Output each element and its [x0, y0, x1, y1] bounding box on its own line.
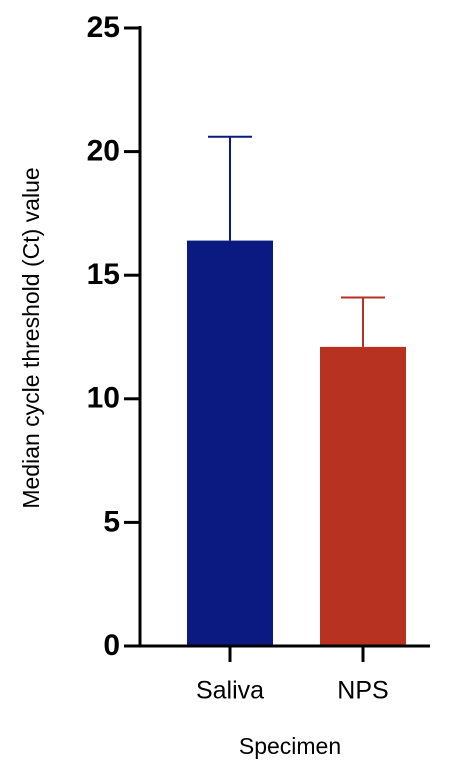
x-tick-label: Saliva — [196, 677, 264, 705]
y-tick-label: 25 — [87, 11, 120, 44]
y-tick-label: 5 — [103, 505, 120, 538]
y-tick-label: 15 — [87, 258, 120, 291]
y-axis-label: Median cycle threshold (Ct) value — [18, 167, 44, 508]
x-tick-label: NPS — [337, 677, 388, 705]
bar — [187, 240, 273, 647]
y-tick-label: 10 — [87, 382, 120, 415]
y-tick-label: 20 — [87, 135, 120, 168]
y-tick-label: 0 — [103, 629, 120, 662]
x-axis-label: Specimen — [239, 733, 341, 759]
bar — [320, 346, 406, 646]
